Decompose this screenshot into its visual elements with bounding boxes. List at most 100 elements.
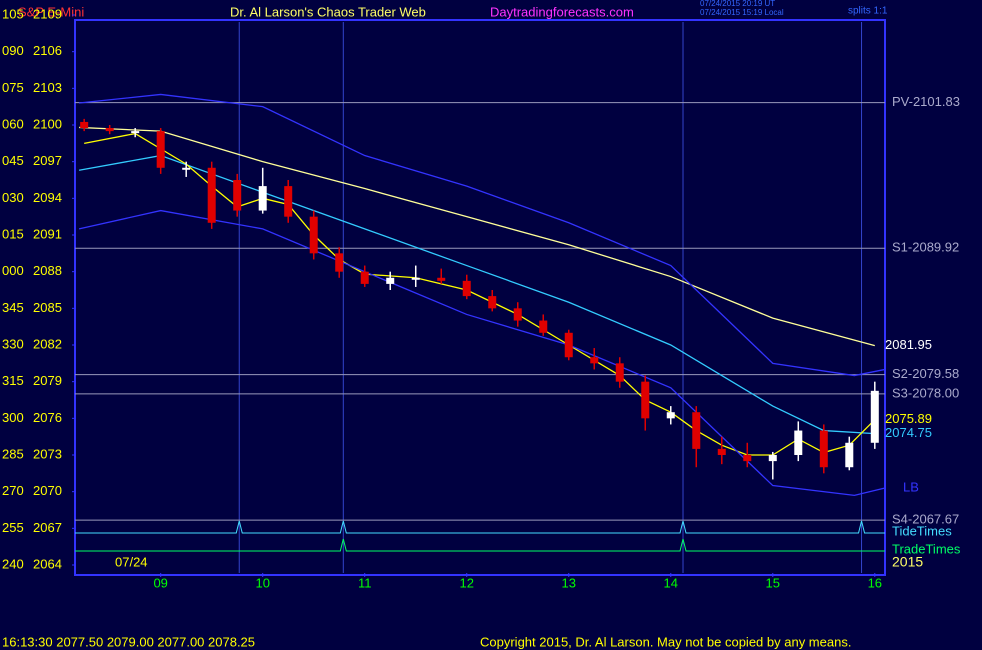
level-label: S3-2078.00 xyxy=(892,385,959,400)
candle-body xyxy=(539,320,548,333)
indicator-line xyxy=(79,93,886,377)
angle-label: 075 xyxy=(2,80,24,95)
timestamp: 07/24/2015 20:19 UT xyxy=(700,0,775,8)
y-tick-label: 2073 xyxy=(33,446,62,461)
symbol: S&P E-Mini xyxy=(18,4,84,19)
footer-quote: 16:13:30 2077.50 2079.00 2077.00 2078.25 xyxy=(2,634,255,649)
timestamp: 07/24/2015 15:19 Local xyxy=(700,8,784,17)
y-tick-label: 2088 xyxy=(33,263,62,278)
candle-body xyxy=(488,296,497,309)
candle-body xyxy=(360,271,369,284)
candle-body xyxy=(615,363,624,382)
indicator-line xyxy=(78,209,886,496)
candle-body xyxy=(156,131,165,168)
indicator-line xyxy=(79,126,875,347)
level-label: PV-2101.83 xyxy=(892,94,960,109)
line-end-label: 2075.89 xyxy=(885,411,932,426)
candle-body xyxy=(182,167,191,170)
site: Daytradingforecasts.com xyxy=(490,4,634,19)
y-tick-label: 2085 xyxy=(33,300,62,315)
candle-body xyxy=(411,277,420,280)
candle-body xyxy=(794,430,803,455)
angle-label: 300 xyxy=(2,410,24,425)
x-tick-label: 12 xyxy=(460,575,474,590)
candle-body xyxy=(845,442,854,468)
line-end-label: LB xyxy=(903,479,919,494)
indicator-line xyxy=(84,132,876,456)
candle-body xyxy=(564,332,573,358)
year-label: 2015 xyxy=(892,554,923,570)
trade-line xyxy=(75,538,885,552)
candle-body xyxy=(233,180,242,211)
angle-label: 255 xyxy=(2,520,24,535)
angle-label: 105 xyxy=(2,6,24,21)
y-tick-label: 2079 xyxy=(33,373,62,388)
candle-body xyxy=(590,357,599,364)
y-tick-label: 2091 xyxy=(33,226,62,241)
angle-label: 030 xyxy=(2,190,24,205)
candle-body xyxy=(717,448,726,455)
plot-frame xyxy=(74,19,886,576)
candle-body xyxy=(666,412,675,419)
chart-title: Dr. Al Larson's Chaos Trader Web xyxy=(230,4,426,19)
copyright: Copyright 2015, Dr. Al Larson. May not b… xyxy=(480,634,851,649)
candle-body xyxy=(207,167,216,223)
level-label: S2-2079.58 xyxy=(892,366,959,381)
angle-label: 045 xyxy=(2,153,24,168)
line-end-label: 2081.95 xyxy=(885,337,932,352)
x-tick-label: 16 xyxy=(868,575,882,590)
line-end-label: 2074.75 xyxy=(885,425,932,440)
angle-label: 270 xyxy=(2,483,24,498)
splits: splits 1:1 xyxy=(848,6,888,17)
candle-body xyxy=(131,131,140,134)
x-tick-label: 10 xyxy=(255,575,269,590)
y-tick-label: 2076 xyxy=(33,410,62,425)
angle-label: 345 xyxy=(2,300,24,315)
angle-label: 315 xyxy=(2,373,24,388)
date-label: 07/24 xyxy=(115,554,148,569)
y-tick-label: 2103 xyxy=(33,80,62,95)
candle-body xyxy=(437,277,446,281)
y-tick-label: 2064 xyxy=(33,556,62,571)
angle-label: 060 xyxy=(2,116,24,131)
x-tick-label: 11 xyxy=(358,575,372,590)
candle-body xyxy=(284,186,293,217)
angle-label: 240 xyxy=(2,556,24,571)
y-tick-label: 2106 xyxy=(33,43,62,58)
y-tick-label: 2067 xyxy=(33,520,62,535)
candle-body xyxy=(80,121,89,129)
candle-body xyxy=(870,390,879,443)
x-tick-label: 13 xyxy=(562,575,576,590)
candle-body xyxy=(743,455,752,462)
y-tick-label: 2070 xyxy=(33,483,62,498)
tide-line xyxy=(75,520,885,534)
y-tick-label: 2100 xyxy=(33,116,62,131)
candle-body xyxy=(335,253,344,272)
angle-label: 090 xyxy=(2,43,24,58)
y-tick-label: 2097 xyxy=(33,153,62,168)
level-label: S1-2089.92 xyxy=(892,240,959,255)
x-tick-label: 14 xyxy=(664,575,678,590)
candle-body xyxy=(768,455,777,462)
angle-label: 285 xyxy=(2,446,24,461)
y-tick-label: 2094 xyxy=(33,190,62,205)
candle-body xyxy=(692,412,701,449)
y-tick-label: 2109 xyxy=(33,6,62,21)
candle-body xyxy=(309,216,318,254)
level-label: S4-2067.67 xyxy=(892,512,959,527)
candle-body xyxy=(513,308,522,321)
candle-body xyxy=(819,430,828,468)
candle-body xyxy=(641,381,650,419)
angle-label: 015 xyxy=(2,226,24,241)
candle-body xyxy=(462,280,471,297)
angle-label: 330 xyxy=(2,336,24,351)
angle-label: 000 xyxy=(2,263,24,278)
candle-body xyxy=(105,128,114,132)
x-tick-label: 09 xyxy=(153,575,167,590)
candle-body xyxy=(386,277,395,284)
tide-label: TideTimes xyxy=(892,523,952,538)
trade-label: TradeTimes xyxy=(892,541,961,556)
x-tick-label: 15 xyxy=(766,575,780,590)
y-tick-label: 2082 xyxy=(33,336,62,351)
